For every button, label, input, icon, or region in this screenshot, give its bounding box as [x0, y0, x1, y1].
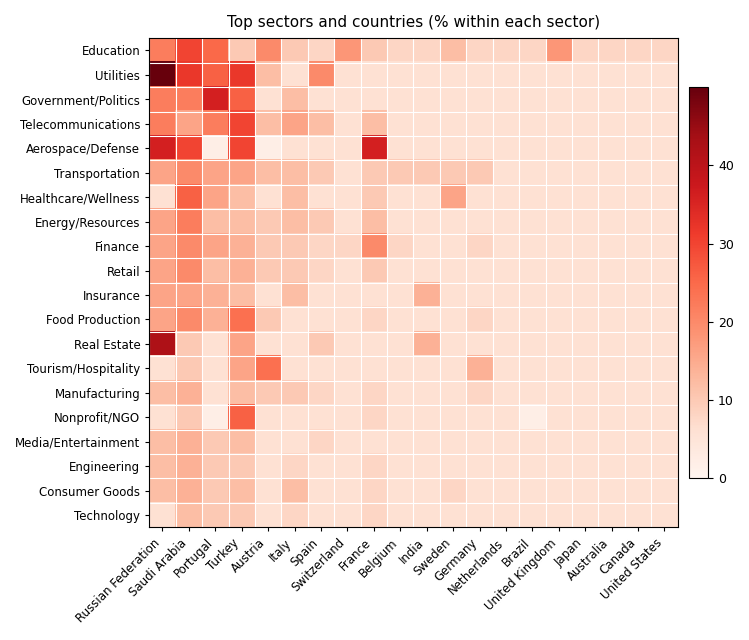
Title: Top sectors and countries (% within each sector): Top sectors and countries (% within each…	[227, 15, 600, 30]
